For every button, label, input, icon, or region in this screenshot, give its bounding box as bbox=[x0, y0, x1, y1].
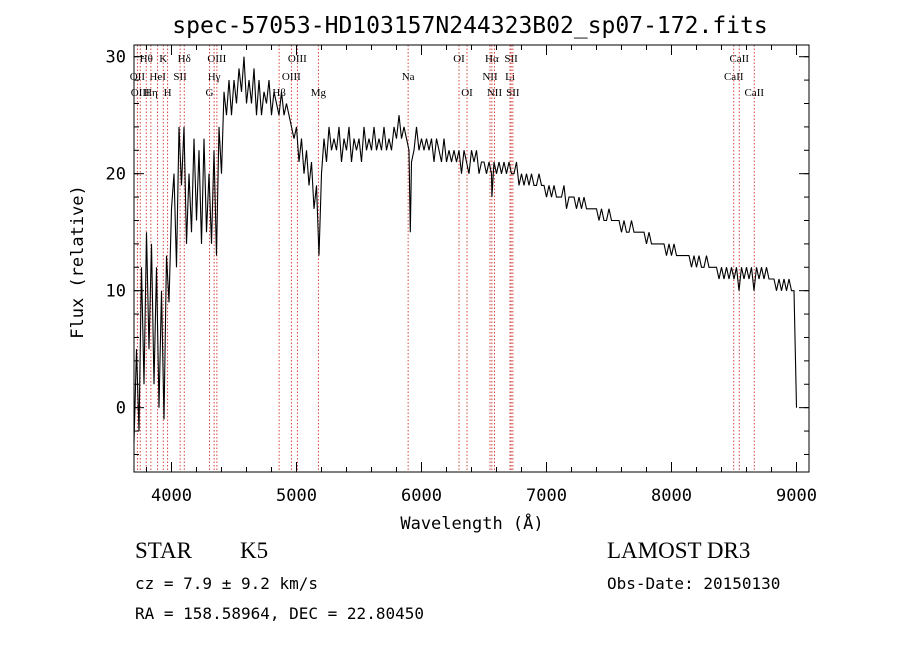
x-tick-label: 4000 bbox=[151, 486, 192, 506]
x-tick-label: 5000 bbox=[276, 486, 317, 506]
marker-label: SII bbox=[173, 71, 187, 83]
marker-label: OIII bbox=[282, 71, 301, 83]
object-class: STAR bbox=[135, 538, 192, 563]
plot-frame bbox=[133, 44, 810, 473]
coordinates: RA = 158.58964, DEC = 22.80450 bbox=[135, 604, 424, 623]
marker-label: Hδ bbox=[178, 53, 191, 65]
marker-label: K bbox=[159, 53, 167, 65]
marker-label: CaII bbox=[744, 87, 764, 99]
y-axis-label: Flux (relative) bbox=[68, 185, 88, 339]
marker-label: Li bbox=[505, 71, 515, 83]
x-axis-label: Wavelength (Å) bbox=[400, 512, 543, 534]
marker-label: CaII bbox=[729, 53, 749, 65]
subclass: K5 bbox=[240, 538, 269, 563]
marker-label: OI bbox=[461, 87, 473, 99]
spectrum-line bbox=[133, 56, 798, 443]
marker-label: OIII bbox=[131, 87, 150, 99]
marker-label: CaII bbox=[724, 71, 744, 83]
marker-label: Na bbox=[402, 71, 415, 83]
marker-label: Hα bbox=[485, 53, 499, 65]
x-tick-label: 6000 bbox=[401, 486, 442, 506]
y-tick-label: 10 bbox=[106, 282, 126, 302]
marker-label: SII bbox=[506, 87, 520, 99]
marker-label: OII bbox=[130, 71, 146, 83]
marker-label: SII bbox=[504, 53, 518, 65]
marker-label: Hβ bbox=[272, 87, 286, 99]
chart-title: spec-57053-HD103157N244323B02_sp07-172.f… bbox=[172, 13, 767, 39]
observation-date: Obs-Date: 20150130 bbox=[607, 574, 781, 593]
y-tick-label: 0 bbox=[116, 399, 126, 419]
marker-label: NII bbox=[482, 71, 498, 83]
x-tick-label: 9000 bbox=[776, 486, 817, 506]
marker-label: Hθ bbox=[140, 53, 153, 65]
axis-ticks bbox=[134, 45, 809, 472]
y-tick-label: 30 bbox=[106, 48, 126, 68]
marker-label: G bbox=[206, 87, 214, 99]
x-tick-label: 8000 bbox=[651, 486, 692, 506]
marker-label: OIII bbox=[288, 53, 307, 65]
x-tick-label: 7000 bbox=[526, 486, 567, 506]
survey-name: LAMOST DR3 bbox=[607, 538, 751, 563]
marker-label: OI bbox=[453, 53, 465, 65]
marker-label: Hη bbox=[144, 87, 158, 99]
redshift-velocity: cz = 7.9 ± 9.2 km/s bbox=[135, 574, 319, 593]
marker-label: OIII bbox=[207, 53, 226, 65]
marker-label: Mg bbox=[311, 87, 327, 99]
axis-tick-labels: 4000 5000 6000 7000 8000 9000 0 10 20 30 bbox=[106, 48, 817, 506]
marker-label: H bbox=[164, 87, 172, 99]
marker-label: HeI bbox=[149, 71, 166, 83]
marker-label: Hγ bbox=[208, 71, 221, 83]
marker-label: NII bbox=[487, 87, 503, 99]
y-tick-label: 20 bbox=[106, 165, 126, 185]
